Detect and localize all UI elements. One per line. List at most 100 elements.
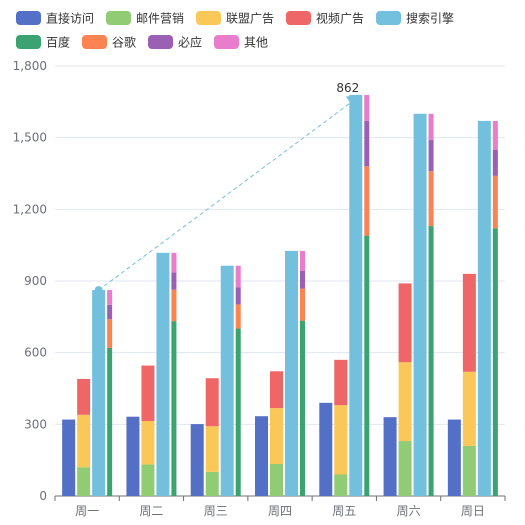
bar-搜索引擎[interactable] <box>413 113 427 497</box>
bar-必应[interactable] <box>107 304 113 320</box>
bar-邮件营销[interactable] <box>77 467 91 496</box>
x-tick-label: 周二 <box>139 504 163 518</box>
bar-必应[interactable] <box>171 272 177 290</box>
bar-必应[interactable] <box>428 140 434 172</box>
legend-label[interactable]: 其他 <box>244 36 268 50</box>
bar-谷歌[interactable] <box>428 171 434 227</box>
x-tick-label: 周一 <box>75 504 99 518</box>
bar-百度[interactable] <box>171 321 177 496</box>
bar-联盟广告[interactable] <box>77 414 91 468</box>
legend-label[interactable]: 视频广告 <box>316 11 364 26</box>
bar-百度[interactable] <box>300 320 305 496</box>
bar-联盟广告[interactable] <box>462 371 476 446</box>
legend-swatch[interactable] <box>148 35 173 49</box>
legend-label[interactable]: 百度 <box>46 35 70 50</box>
y-tick-label: 0 <box>39 489 47 503</box>
bar-联盟广告[interactable] <box>398 362 412 442</box>
x-tick-label: 周三 <box>204 504 228 518</box>
bar-百度[interactable] <box>364 235 370 496</box>
legend-label[interactable]: 必应 <box>178 35 202 50</box>
bar-邮件营销[interactable] <box>334 474 348 497</box>
bar-其他[interactable] <box>107 290 113 305</box>
bar-必应[interactable] <box>364 120 370 167</box>
bar-视频广告[interactable] <box>398 283 412 363</box>
bar-搜索引擎[interactable] <box>477 120 491 496</box>
bar-百度[interactable] <box>235 328 241 496</box>
legend-swatch[interactable] <box>16 35 41 49</box>
legend-label[interactable]: 邮件营销 <box>136 12 184 26</box>
bar-视频广告[interactable] <box>462 273 476 372</box>
bar-邮件营销[interactable] <box>205 471 219 496</box>
y-tick-label: 900 <box>24 274 47 288</box>
bar-谷歌[interactable] <box>364 166 370 236</box>
bar-直接访问[interactable] <box>62 419 76 496</box>
bar-邮件营销[interactable] <box>398 441 412 496</box>
bar-邮件营销[interactable] <box>141 464 155 496</box>
markline-label: 862 <box>336 81 359 95</box>
legend-swatch[interactable] <box>82 35 107 49</box>
bar-直接访问[interactable] <box>126 416 140 496</box>
y-tick-label: 600 <box>24 346 47 360</box>
bar-搜索引擎[interactable] <box>285 250 298 496</box>
bar-谷歌[interactable] <box>492 175 498 229</box>
markline <box>98 98 357 291</box>
y-tick-label: 1,800 <box>13 59 47 73</box>
bar-直接访问[interactable] <box>383 417 397 496</box>
bar-直接访问[interactable] <box>255 416 268 496</box>
bar-邮件营销[interactable] <box>462 445 476 496</box>
bar-直接访问[interactable] <box>319 402 333 496</box>
bar-联盟广告[interactable] <box>141 420 155 465</box>
x-tick-label: 周六 <box>397 504 421 518</box>
bar-其他[interactable] <box>300 250 305 271</box>
markline-arrow <box>345 94 356 104</box>
bar-搜索引擎[interactable] <box>220 265 234 496</box>
bar-联盟广告[interactable] <box>334 405 348 475</box>
legend-swatch[interactable] <box>214 35 239 49</box>
bar-联盟广告[interactable] <box>270 408 283 464</box>
bar-谷歌[interactable] <box>235 304 241 329</box>
bar-视频广告[interactable] <box>77 378 91 415</box>
legend-swatch[interactable] <box>196 11 221 25</box>
y-tick-label: 1,200 <box>13 202 47 216</box>
bar-谷歌[interactable] <box>107 319 113 348</box>
bar-视频广告[interactable] <box>270 371 283 409</box>
bar-其他[interactable] <box>428 113 434 141</box>
bar-必应[interactable] <box>492 149 498 176</box>
bar-其他[interactable] <box>364 94 370 121</box>
legend-swatch[interactable] <box>376 11 401 25</box>
bar-直接访问[interactable] <box>447 419 461 496</box>
bar-搜索引擎[interactable] <box>92 290 106 496</box>
bar-必应[interactable] <box>300 270 305 289</box>
bar-联盟广告[interactable] <box>205 426 219 472</box>
bar-其他[interactable] <box>171 252 177 273</box>
bar-百度[interactable] <box>492 228 498 496</box>
bar-搜索引擎[interactable] <box>156 252 170 496</box>
bar-邮件营销[interactable] <box>270 463 283 496</box>
legend-label[interactable]: 搜索引擎 <box>406 11 454 26</box>
legend-label[interactable]: 直接访问 <box>46 11 94 26</box>
bar-其他[interactable] <box>492 120 498 150</box>
bar-视频广告[interactable] <box>205 378 219 427</box>
legend-label[interactable]: 联盟广告 <box>226 12 274 26</box>
y-tick-label: 1,500 <box>13 131 47 145</box>
bar-搜索引擎[interactable] <box>349 94 363 497</box>
y-tick-label: 300 <box>24 417 47 431</box>
legend-swatch[interactable] <box>16 11 41 25</box>
x-tick-label: 周日 <box>461 504 485 518</box>
x-tick-label: 周五 <box>332 504 356 518</box>
bar-直接访问[interactable] <box>190 424 204 496</box>
bar-必应[interactable] <box>235 287 241 305</box>
legend-swatch[interactable] <box>286 11 311 25</box>
bar-谷歌[interactable] <box>171 289 177 322</box>
bar-百度[interactable] <box>428 226 434 497</box>
bar-视频广告[interactable] <box>334 359 348 406</box>
bar-视频广告[interactable] <box>141 365 155 421</box>
bar-谷歌[interactable] <box>300 288 305 321</box>
bar-其他[interactable] <box>235 265 241 288</box>
x-tick-label: 周四 <box>268 504 292 518</box>
legend-label[interactable]: 谷歌 <box>112 35 136 50</box>
bar-百度[interactable] <box>107 347 113 496</box>
legend-swatch[interactable] <box>106 11 131 25</box>
